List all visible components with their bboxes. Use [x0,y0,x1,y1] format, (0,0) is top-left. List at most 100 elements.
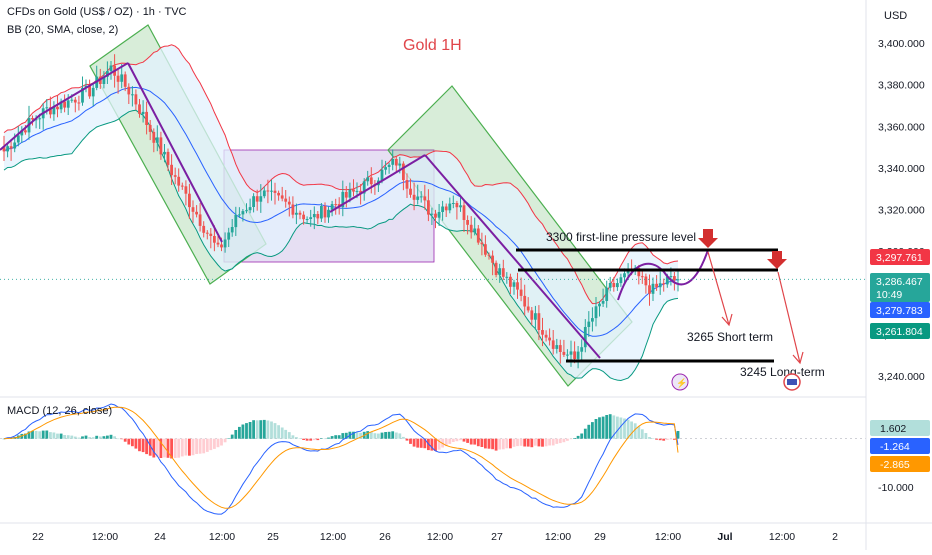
macd-histogram-bar [316,438,320,441]
candle-body [658,283,662,288]
macd-histogram-bar [209,438,213,451]
macd-histogram-bar [455,438,459,442]
candle-body [409,188,412,195]
macd-histogram-bar [352,431,355,439]
macd-histogram-bar [555,438,559,444]
price-tag-bg [870,273,930,289]
macd-histogram-bar [394,432,398,439]
macd-histogram-bar [148,438,152,456]
macd-histogram-bar [387,431,391,439]
macd-histogram-bar [113,436,116,439]
candle-body [480,242,484,245]
candle-body [131,94,134,96]
annotation-long-term: 3245 Long-term [740,365,825,379]
macd-histogram-bar [619,417,623,439]
macd-histogram-bar [295,437,298,439]
macd-histogram-bar [562,438,566,443]
macd-histogram-bar [238,426,241,439]
candle-body [102,76,106,84]
candle-body [134,94,138,105]
macd-histogram-bar [66,435,70,439]
macd-histogram-bar [302,438,305,440]
macd-histogram-bar [448,438,452,444]
macd-histogram-bar [102,436,106,439]
candle-body [234,215,238,228]
currency-label[interactable]: USD [884,10,908,22]
candle-body [277,192,280,196]
macd-histogram-bar [373,433,377,439]
macd-histogram-bar [213,438,216,449]
candle-body [348,189,352,198]
macd-histogram-bar [91,437,95,439]
macd-histogram-bar [170,438,173,459]
macd-histogram-bar [430,438,434,451]
macd-tag-bg [870,438,930,454]
candle-body [13,142,17,149]
bb-indicator-label[interactable]: BB (20, SMA, close, 2) [7,24,119,36]
candle-body [651,283,655,294]
macd-histogram-bar [605,415,609,439]
candle-body [369,177,373,185]
macd-histogram-bar [234,430,238,439]
candle-body [66,100,70,108]
macd-histogram-bar [56,433,59,439]
macd-histogram-bar [198,438,202,454]
macd-histogram-bar [188,438,191,456]
candle-body [366,177,370,182]
time-tick-label: 12:00 [209,531,235,543]
candle-body [573,351,576,359]
macd-tick-label: -10.000 [878,482,914,494]
candle-body [391,159,395,165]
candle-body [623,273,626,278]
candle-body [209,233,213,236]
macd-histogram-bar [41,430,45,439]
candle-body [45,107,49,109]
candle-body [402,163,405,180]
annotation-pressure-level: 3300 first-line pressure level [546,230,696,244]
macd-histogram-bar [24,433,27,439]
macd-indicator-label[interactable]: MACD (12, 26, close) [7,405,113,417]
candle-body [484,244,487,255]
macd-histogram-bar [334,435,338,439]
macd-histogram-bar [273,423,277,439]
candle-body [491,255,494,263]
candle-body [59,101,63,110]
symbol-title[interactable]: CFDs on Gold (US$ / OZ) · 1h · TVC [7,6,187,18]
candle-body [512,282,516,287]
macd-histogram-bar [323,438,327,440]
macd-histogram-bar [473,438,477,445]
macd-histogram-bar [434,438,437,451]
macd-histogram-bar [494,438,498,451]
candle-body [669,276,673,278]
candle-body [248,207,252,211]
candle-body [227,232,231,240]
macd-histogram-bar [648,437,651,439]
time-tick-label: 2 [832,531,838,543]
macd-histogram-bar [70,435,74,439]
candle-body [419,196,423,198]
macd-histogram-bar [312,438,316,441]
candle-body [312,214,316,218]
macd-histogram-bar [127,438,131,445]
candle-body [505,276,509,278]
candle-body [526,306,530,311]
macd-histogram-bar [202,438,206,454]
macd-value-tag: -2.865 [880,459,910,471]
macd-histogram-bar [419,438,423,448]
candle-body [24,130,27,133]
price-tag: 3,297.761 [876,252,923,264]
price-tick-label: 3,340.000 [878,163,925,175]
candle-body [173,175,177,177]
candle-body [302,214,305,220]
candle-body [430,213,434,215]
macd-histogram-bar [369,432,373,439]
macd-histogram-bar [591,422,594,439]
candle-body [177,176,181,186]
candle-body [359,190,362,194]
macd-histogram-bar [38,431,42,439]
candle-body [327,209,330,218]
candle-body [548,337,551,341]
time-tick-label: 24 [154,531,166,543]
